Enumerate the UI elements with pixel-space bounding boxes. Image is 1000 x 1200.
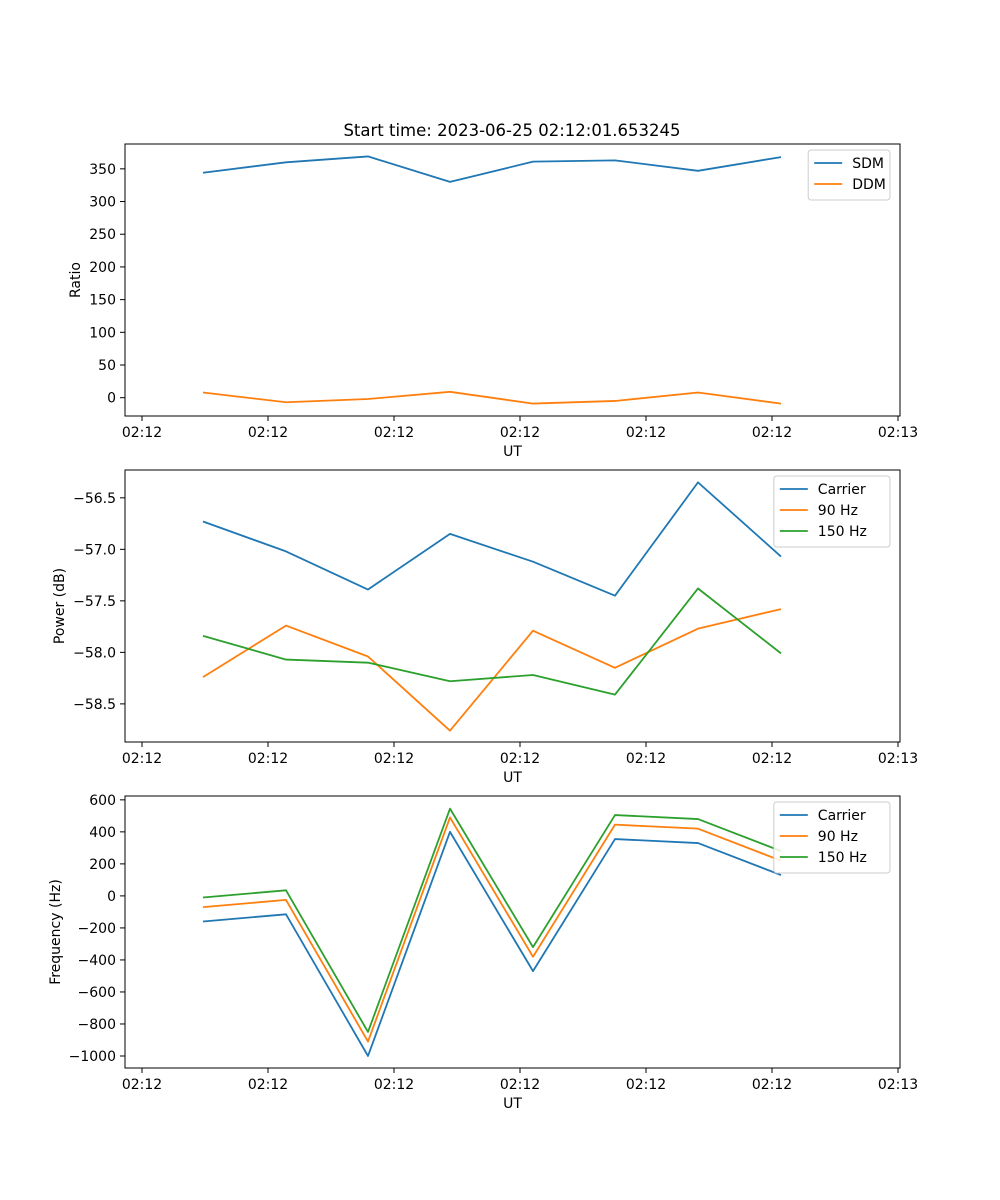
- y-tick-label: 600: [89, 793, 116, 809]
- y-tick-label: 100: [89, 325, 116, 341]
- y-tick-label: 0: [107, 391, 116, 407]
- x-tick-label: 02:13: [878, 751, 918, 767]
- x-tick-label: 02:12: [122, 1077, 162, 1093]
- legend-label: 150 Hz: [818, 850, 867, 866]
- x-tick-label: 02:12: [626, 751, 666, 767]
- x-tick-label: 02:12: [374, 1077, 414, 1093]
- series-line-150-hz: [202, 587, 782, 696]
- x-tick-label: 02:12: [500, 751, 540, 767]
- y-tick-label: −57.5: [73, 594, 116, 610]
- y-tick-label: −800: [78, 1017, 116, 1033]
- x-tick-label: 02:12: [248, 751, 288, 767]
- y-tick-label: 400: [89, 825, 116, 841]
- legend: SDM DDM: [807, 149, 891, 201]
- figure-title: Start time: 2023-06-25 02:12:01.653245: [343, 121, 680, 140]
- plot-frame: [124, 469, 901, 743]
- y-tick-label: −1000: [69, 1049, 116, 1065]
- panel-2: 02:12 02:12 02:12 02:12 02:12 02:12 02:13 −58.5…: [52, 469, 918, 786]
- x-tick-label: 02:13: [878, 1077, 918, 1093]
- panel-3: 02:12 02:12 02:12 02:12 02:12 02:12 02:13 −1000…: [48, 793, 918, 1112]
- y-tick-label: −58.5: [73, 697, 116, 713]
- x-tick-label: 02:13: [878, 425, 918, 441]
- x-tick-label: 02:12: [626, 425, 666, 441]
- x-axis-label: UT: [503, 770, 522, 786]
- panels: 02:12 02:12 02:12 02:12 02:12 02:12 02:13 0 50 10…: [48, 143, 918, 1112]
- y-tick-label: −200: [78, 921, 116, 937]
- legend: Carrier 90 Hz 150 Hz: [773, 475, 891, 548]
- series-line-150-hz: [202, 807, 782, 1033]
- legend-label: 150 Hz: [818, 524, 867, 540]
- plot-frame: [124, 795, 901, 1069]
- legend: Carrier 90 Hz 150 Hz: [773, 801, 891, 874]
- y-tick-label: −400: [78, 953, 116, 969]
- y-tick-label: 350: [89, 162, 116, 178]
- y-tick-label: 300: [89, 195, 116, 211]
- series-line-ddm: [202, 390, 782, 405]
- legend-label: 90 Hz: [818, 503, 858, 519]
- panel-1: 02:12 02:12 02:12 02:12 02:12 02:12 02:13 0 50 10…: [68, 143, 918, 460]
- y-tick-label: −600: [78, 985, 116, 1001]
- y-axis-label: Ratio: [68, 262, 84, 298]
- x-tick-label: 02:12: [248, 425, 288, 441]
- legend-label: Carrier: [818, 482, 866, 498]
- y-tick-label: −57.0: [73, 542, 116, 558]
- y-tick-label: 50: [98, 358, 116, 374]
- x-axis-label: UT: [503, 444, 522, 460]
- legend-box: [773, 475, 891, 548]
- legend-label: SDM: [852, 156, 884, 172]
- series-line-90-hz: [202, 816, 782, 1043]
- x-tick-label: 02:12: [500, 425, 540, 441]
- x-tick-label: 02:12: [374, 425, 414, 441]
- y-axis-label: Power (dB): [52, 568, 68, 644]
- legend-label: 90 Hz: [818, 829, 858, 845]
- x-tick-label: 02:12: [122, 751, 162, 767]
- y-tick-label: −58.0: [73, 645, 116, 661]
- y-tick-label: 150: [89, 293, 116, 309]
- series-line-sdm: [202, 155, 782, 183]
- x-tick-label: 02:12: [122, 425, 162, 441]
- series-line-carrier: [202, 830, 782, 1057]
- x-tick-label: 02:12: [248, 1077, 288, 1093]
- x-tick-label: 02:12: [752, 1077, 792, 1093]
- legend-box: [773, 801, 891, 874]
- y-tick-label: 250: [89, 227, 116, 243]
- y-tick-label: −56.5: [73, 491, 116, 507]
- series-line-90-hz: [202, 608, 782, 732]
- y-tick-label: 200: [89, 857, 116, 873]
- series-line-carrier: [202, 481, 782, 597]
- plot-frame: [124, 143, 901, 417]
- x-tick-label: 02:12: [752, 751, 792, 767]
- y-tick-label: 200: [89, 260, 116, 276]
- y-tick-label: 0: [107, 889, 116, 905]
- legend-label: Carrier: [818, 808, 866, 824]
- legend-label: DDM: [852, 177, 886, 193]
- x-tick-label: 02:12: [500, 1077, 540, 1093]
- y-axis-label: Frequency (Hz): [48, 879, 64, 985]
- x-tick-label: 02:12: [374, 751, 414, 767]
- x-tick-label: 02:12: [752, 425, 792, 441]
- x-tick-label: 02:12: [626, 1077, 666, 1093]
- x-axis-label: UT: [503, 1096, 522, 1112]
